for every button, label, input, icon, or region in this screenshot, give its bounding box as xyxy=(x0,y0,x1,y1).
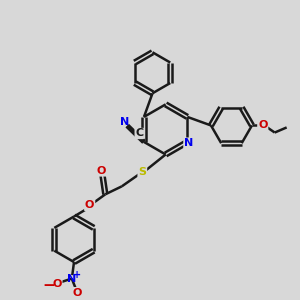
Text: C: C xyxy=(135,128,143,139)
Text: N: N xyxy=(184,138,194,148)
Text: O: O xyxy=(52,279,62,289)
Text: −: − xyxy=(43,278,55,292)
Text: O: O xyxy=(258,120,267,130)
Text: +: + xyxy=(74,270,82,280)
Text: N: N xyxy=(67,274,76,284)
Text: S: S xyxy=(138,167,146,177)
Text: O: O xyxy=(96,166,106,176)
Text: N: N xyxy=(120,117,130,127)
Text: O: O xyxy=(72,288,82,298)
Text: O: O xyxy=(85,200,94,210)
